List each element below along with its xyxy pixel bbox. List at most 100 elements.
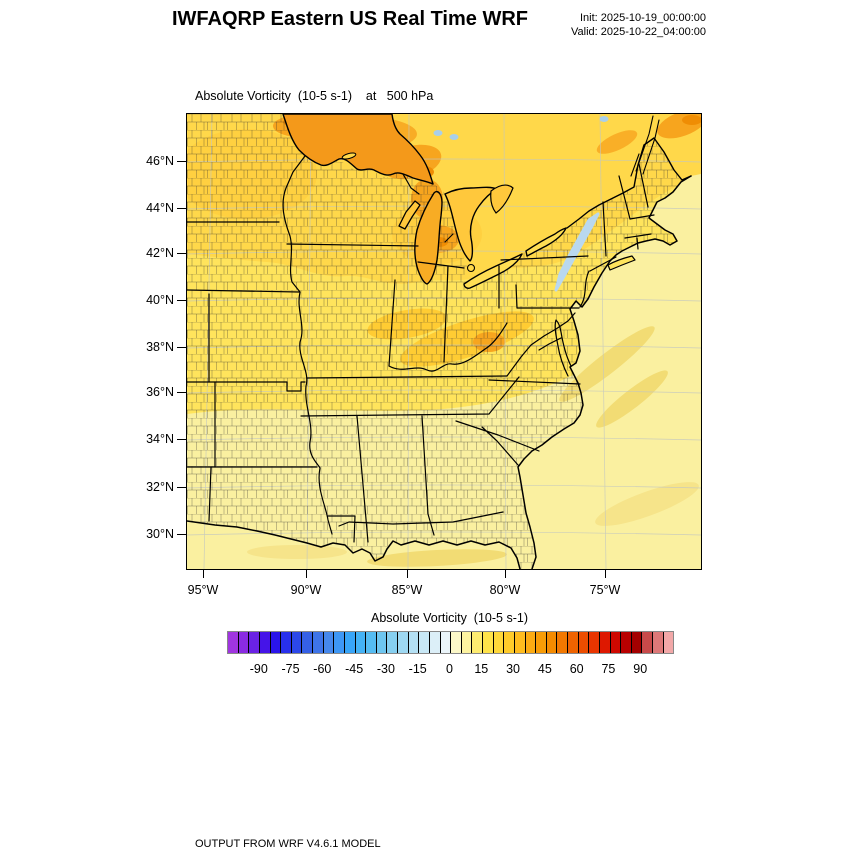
long-island xyxy=(607,255,636,271)
lat-tick-label: 30°N xyxy=(146,527,174,541)
lat-tickmark xyxy=(177,438,186,440)
lat-tickmark xyxy=(177,252,186,254)
colorbar-segment xyxy=(228,632,239,653)
colorbar-segment xyxy=(419,632,430,653)
colorbar-segment xyxy=(376,632,388,653)
lake-superior xyxy=(282,114,434,185)
map-canvas xyxy=(187,114,701,569)
lon-tick-label: 80°W xyxy=(489,583,521,597)
lat-tick-label: 40°N xyxy=(146,293,174,307)
colorbar-segment xyxy=(344,632,356,653)
lake-st-clair xyxy=(466,263,476,273)
lat-tick-label: 36°N xyxy=(146,385,174,399)
colorbar-segment xyxy=(451,632,462,653)
lat-tick-label: 42°N xyxy=(146,246,174,260)
colorbar-segment xyxy=(398,632,409,653)
lat-tick-label: 32°N xyxy=(146,480,174,494)
lat-tick-label: 44°N xyxy=(146,201,174,215)
colorbar-tick-label: -15 xyxy=(408,662,427,676)
lon-tick-label: 95°W xyxy=(187,583,219,597)
chesapeake-bay xyxy=(538,319,572,377)
colorbar-segment xyxy=(270,632,282,653)
colorbar-segment xyxy=(525,632,537,653)
colorbar-segment xyxy=(642,632,653,653)
colorbar-segment xyxy=(461,632,473,653)
lat-tickmark xyxy=(177,346,186,348)
lake-erie xyxy=(463,253,523,289)
colorbar-segment xyxy=(429,632,441,653)
colorbar-segment xyxy=(653,632,664,653)
colorbar-segment xyxy=(589,632,600,653)
colorbar-ticks: -90 -75 -60 -45 -30 -15 0 15 30 45 60 75 90 xyxy=(227,662,672,678)
colorbar-segment xyxy=(281,632,292,653)
lat-tickmark xyxy=(177,533,186,535)
lat-tick-label: 46°N xyxy=(146,154,174,168)
colorbar-segment xyxy=(259,632,271,653)
lat-tick-label: 38°N xyxy=(146,340,174,354)
colorbar-segment xyxy=(323,632,335,653)
colorbar-segment xyxy=(366,632,377,653)
colorbar-tick-label: 75 xyxy=(601,662,616,676)
colorbar-segment xyxy=(355,632,367,653)
colorbar-segment xyxy=(557,632,568,653)
pale-blue-patches xyxy=(433,116,609,292)
lat-tickmark xyxy=(177,299,186,301)
saginaw-bay xyxy=(444,233,454,243)
lat-tickmark xyxy=(177,160,186,162)
st-lawrence xyxy=(630,115,660,177)
colorbar-segment xyxy=(578,632,590,653)
colorbar-segment xyxy=(483,632,494,653)
colorbar-segment xyxy=(546,632,558,653)
great-lakes xyxy=(282,114,567,289)
lon-tick-label: 75°W xyxy=(589,583,621,597)
colorbar-tick-label: 45 xyxy=(537,662,552,676)
colorbar-segment xyxy=(302,632,313,653)
lon-tickmark xyxy=(504,569,506,578)
init-time: Init: 2025-10-19_00:00:00 xyxy=(580,12,706,24)
colorbar-segment xyxy=(599,632,611,653)
lon-tickmark xyxy=(202,569,204,578)
valid-time: Valid: 2025-10-22_04:00:00 xyxy=(571,26,706,38)
lon-tickmark xyxy=(305,569,307,578)
lake-michigan xyxy=(414,190,443,285)
colorbar-segment xyxy=(663,632,674,653)
colorbar-tick-label: 90 xyxy=(633,662,648,676)
coastline xyxy=(187,115,692,569)
page-title: IWFAQRP Eastern US Real Time WRF xyxy=(171,8,528,30)
colorbar-segment xyxy=(387,632,398,653)
colorbar-segment xyxy=(291,632,303,653)
colorbar-segment xyxy=(249,632,260,653)
colorbar-segment xyxy=(610,632,622,653)
colorbar xyxy=(227,631,674,654)
colorbar-tick-label: -45 xyxy=(345,662,364,676)
colorbar-tick-label: 15 xyxy=(474,662,489,676)
lat-tickmark xyxy=(177,207,186,209)
colorbar-tick-label: -75 xyxy=(281,662,300,676)
colorbar-segment xyxy=(334,632,345,653)
run-times: Init: 2025-10-19_00:00:00 Valid: 2025-10… xyxy=(520,11,706,39)
colorbar-segment xyxy=(504,632,515,653)
colorbar-segment xyxy=(631,632,643,653)
green-bay xyxy=(398,200,421,230)
georgian-bay xyxy=(490,184,514,214)
lat-tick-label: 34°N xyxy=(146,432,174,446)
colorbar-segment xyxy=(408,632,420,653)
colorbar-tick-label: 30 xyxy=(506,662,521,676)
colorbar-segment xyxy=(472,632,483,653)
colorbar-segment xyxy=(536,632,547,653)
colorbar-segment xyxy=(493,632,505,653)
colorbar-segment xyxy=(568,632,579,653)
colorbar-tick-label: -30 xyxy=(376,662,395,676)
colorbar-segment xyxy=(238,632,250,653)
colorbar-segment xyxy=(440,632,452,653)
us-canada-border xyxy=(566,137,692,229)
colorbar-segment xyxy=(514,632,526,653)
colorbar-tick-label: 0 xyxy=(446,662,453,676)
lon-tickmark xyxy=(406,569,408,578)
colorbar-tick-label: -60 xyxy=(313,662,332,676)
ocean xyxy=(187,174,701,569)
footer-line1: OUTPUT FROM WRF V4.6.1 MODEL xyxy=(195,838,381,850)
map-subtitle: Absolute Vorticity (10-5 s-1) at 500 hPa xyxy=(195,89,434,103)
lat-tickmark xyxy=(177,391,186,393)
